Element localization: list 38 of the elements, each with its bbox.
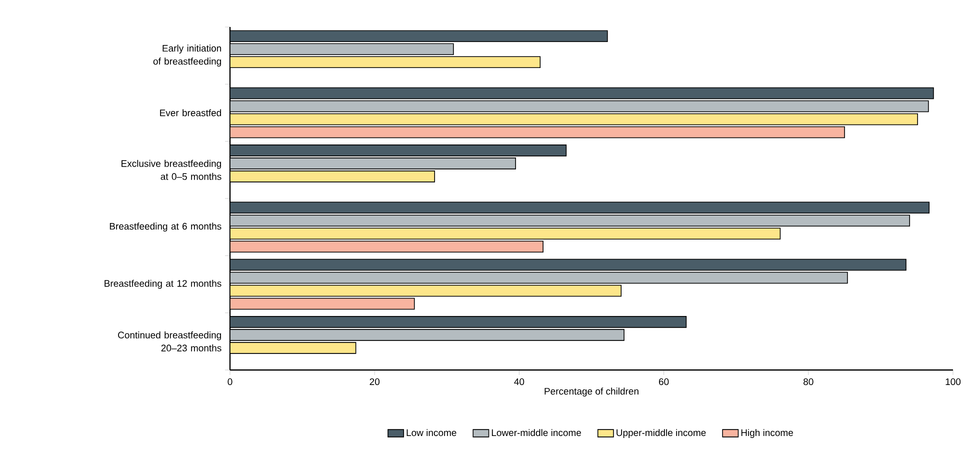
bar xyxy=(230,228,781,240)
bar xyxy=(230,284,622,297)
x-tick-label: 0 xyxy=(228,378,232,386)
x-tick-label: 60 xyxy=(659,378,669,386)
bar xyxy=(230,329,624,341)
bar xyxy=(230,30,608,42)
bar xyxy=(230,126,845,138)
bar xyxy=(230,56,541,68)
bar xyxy=(230,258,906,271)
legend-label: High income xyxy=(741,429,793,438)
bar xyxy=(230,100,929,112)
y-tick-label: Continued breastfeeding 20–23 months xyxy=(118,331,222,352)
y-tick-label: Early initiation of breastfeeding xyxy=(153,44,222,67)
legend-label: Low income xyxy=(406,429,456,436)
bar xyxy=(230,144,567,156)
x-tick-label: 40 xyxy=(514,378,524,386)
x-tick-label: 20 xyxy=(370,378,380,386)
x-tick-label: 100 xyxy=(946,378,961,386)
y-tick-label: Breastfeeding at 12 months xyxy=(104,280,222,289)
y-tick-label: Exclusive breastfeeding at 0–5 months xyxy=(122,160,222,180)
bar xyxy=(230,87,934,100)
bar xyxy=(230,272,848,284)
bar xyxy=(230,342,356,354)
legend-label: Lower-middle income xyxy=(492,429,581,436)
bar xyxy=(230,316,687,328)
legend-label: Upper-middle income xyxy=(616,429,706,438)
bar xyxy=(230,113,918,126)
bar xyxy=(230,43,454,55)
bar xyxy=(230,214,910,226)
y-tick-label: Ever breastfed xyxy=(160,109,222,116)
bar xyxy=(230,202,930,214)
bar xyxy=(230,298,415,310)
x-tick-label: 80 xyxy=(804,378,814,386)
bar xyxy=(230,170,436,182)
bar xyxy=(230,158,516,170)
y-tick-label: Breastfeeding at 6 months xyxy=(110,222,222,232)
x-axis-title: Percentage of children xyxy=(544,388,638,396)
bar xyxy=(230,240,544,252)
